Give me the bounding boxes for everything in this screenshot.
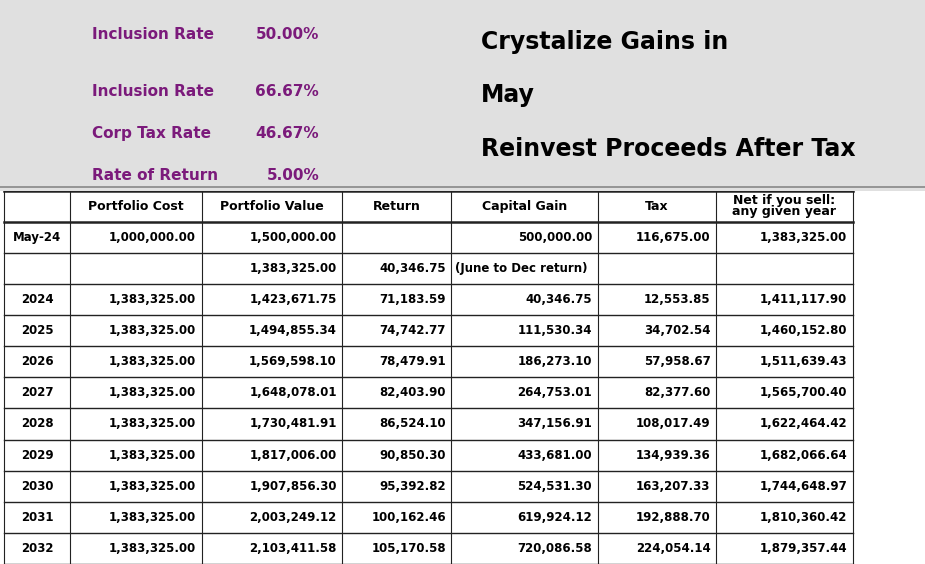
Text: Reinvest Proceeds After Tax: Reinvest Proceeds After Tax bbox=[481, 136, 856, 161]
Text: 1,383,325.00: 1,383,325.00 bbox=[760, 231, 847, 244]
Text: Return: Return bbox=[373, 200, 421, 213]
Text: any given year: any given year bbox=[733, 205, 836, 218]
Text: Crystalize Gains in: Crystalize Gains in bbox=[481, 30, 728, 54]
Text: 2028: 2028 bbox=[20, 417, 54, 430]
Text: 1,383,325.00: 1,383,325.00 bbox=[109, 417, 196, 430]
Text: 2,103,411.58: 2,103,411.58 bbox=[250, 542, 337, 555]
Text: 186,273.10: 186,273.10 bbox=[517, 355, 592, 368]
Text: 74,742.77: 74,742.77 bbox=[379, 324, 446, 337]
Text: 433,681.00: 433,681.00 bbox=[517, 448, 592, 461]
Text: 1,383,325.00: 1,383,325.00 bbox=[109, 386, 196, 399]
Text: 108,017.49: 108,017.49 bbox=[635, 417, 710, 430]
Text: 2031: 2031 bbox=[20, 511, 54, 524]
Text: 2024: 2024 bbox=[20, 293, 54, 306]
Text: 1,730,481.91: 1,730,481.91 bbox=[250, 417, 337, 430]
Text: 116,675.00: 116,675.00 bbox=[635, 231, 710, 244]
Text: 1,744,648.97: 1,744,648.97 bbox=[759, 480, 847, 493]
Text: 40,346.75: 40,346.75 bbox=[525, 293, 592, 306]
Text: 1,000,000.00: 1,000,000.00 bbox=[109, 231, 196, 244]
Text: 1,383,325.00: 1,383,325.00 bbox=[109, 448, 196, 461]
Text: 1,565,700.40: 1,565,700.40 bbox=[759, 386, 847, 399]
Text: 1,383,325.00: 1,383,325.00 bbox=[109, 355, 196, 368]
Text: 46.67%: 46.67% bbox=[255, 126, 319, 141]
Text: Corp Tax Rate: Corp Tax Rate bbox=[92, 126, 212, 141]
Text: 720,086.58: 720,086.58 bbox=[517, 542, 592, 555]
Text: 105,170.58: 105,170.58 bbox=[371, 542, 446, 555]
Text: 1,817,006.00: 1,817,006.00 bbox=[250, 448, 337, 461]
Text: Tax: Tax bbox=[645, 200, 669, 213]
Text: 71,183.59: 71,183.59 bbox=[379, 293, 446, 306]
Text: 34,702.54: 34,702.54 bbox=[644, 324, 710, 337]
Text: 86,524.10: 86,524.10 bbox=[379, 417, 446, 430]
Text: 2025: 2025 bbox=[20, 324, 54, 337]
Text: 347,156.91: 347,156.91 bbox=[517, 417, 592, 430]
Text: 2026: 2026 bbox=[20, 355, 54, 368]
Text: 2030: 2030 bbox=[20, 480, 54, 493]
Text: Inclusion Rate: Inclusion Rate bbox=[92, 27, 215, 42]
Text: 1,810,360.42: 1,810,360.42 bbox=[760, 511, 847, 524]
Text: 78,479.91: 78,479.91 bbox=[379, 355, 446, 368]
Text: (June to Dec return): (June to Dec return) bbox=[455, 262, 587, 275]
Text: May: May bbox=[481, 83, 535, 107]
Text: 1,383,325.00: 1,383,325.00 bbox=[109, 324, 196, 337]
Text: Net if you sell:: Net if you sell: bbox=[734, 194, 835, 207]
Text: 1,423,671.75: 1,423,671.75 bbox=[250, 293, 337, 306]
Text: 1,383,325.00: 1,383,325.00 bbox=[250, 262, 337, 275]
Text: 264,753.01: 264,753.01 bbox=[517, 386, 592, 399]
Text: 1,569,598.10: 1,569,598.10 bbox=[249, 355, 337, 368]
Text: 1,907,856.30: 1,907,856.30 bbox=[249, 480, 337, 493]
Text: 1,383,325.00: 1,383,325.00 bbox=[109, 293, 196, 306]
Text: Portfolio Value: Portfolio Value bbox=[220, 200, 324, 213]
Text: May-24: May-24 bbox=[13, 231, 61, 244]
Text: 134,939.36: 134,939.36 bbox=[635, 448, 710, 461]
Text: 1,494,855.34: 1,494,855.34 bbox=[249, 324, 337, 337]
Text: 100,162.46: 100,162.46 bbox=[371, 511, 446, 524]
Text: 1,383,325.00: 1,383,325.00 bbox=[109, 542, 196, 555]
Text: 5.00%: 5.00% bbox=[266, 168, 319, 183]
Text: 90,850.30: 90,850.30 bbox=[379, 448, 446, 461]
Text: Portfolio Cost: Portfolio Cost bbox=[88, 200, 184, 213]
Text: 500,000.00: 500,000.00 bbox=[518, 231, 592, 244]
Text: 40,346.75: 40,346.75 bbox=[379, 262, 446, 275]
Text: 1,383,325.00: 1,383,325.00 bbox=[109, 480, 196, 493]
Text: 12,553.85: 12,553.85 bbox=[644, 293, 710, 306]
Text: 111,530.34: 111,530.34 bbox=[517, 324, 592, 337]
Text: 619,924.12: 619,924.12 bbox=[517, 511, 592, 524]
Text: 82,377.60: 82,377.60 bbox=[644, 386, 710, 399]
Text: 1,511,639.43: 1,511,639.43 bbox=[759, 355, 847, 368]
Text: 163,207.33: 163,207.33 bbox=[636, 480, 710, 493]
Text: 1,500,000.00: 1,500,000.00 bbox=[250, 231, 337, 244]
Text: 95,392.82: 95,392.82 bbox=[379, 480, 446, 493]
Text: 82,403.90: 82,403.90 bbox=[379, 386, 446, 399]
Text: 66.67%: 66.67% bbox=[255, 84, 319, 99]
Text: 2032: 2032 bbox=[20, 542, 54, 555]
Text: Inclusion Rate: Inclusion Rate bbox=[92, 84, 215, 99]
Text: 1,383,325.00: 1,383,325.00 bbox=[109, 511, 196, 524]
Text: 1,622,464.42: 1,622,464.42 bbox=[759, 417, 847, 430]
Text: 224,054.14: 224,054.14 bbox=[635, 542, 710, 555]
Text: 1,879,357.44: 1,879,357.44 bbox=[759, 542, 847, 555]
Text: 1,411,117.90: 1,411,117.90 bbox=[760, 293, 847, 306]
Text: 2,003,249.12: 2,003,249.12 bbox=[250, 511, 337, 524]
Text: 2027: 2027 bbox=[20, 386, 54, 399]
Text: 2029: 2029 bbox=[20, 448, 54, 461]
Text: 192,888.70: 192,888.70 bbox=[635, 511, 710, 524]
Text: 50.00%: 50.00% bbox=[255, 27, 319, 42]
Text: Rate of Return: Rate of Return bbox=[92, 168, 218, 183]
Text: 524,531.30: 524,531.30 bbox=[517, 480, 592, 493]
Text: Capital Gain: Capital Gain bbox=[482, 200, 567, 213]
Text: 1,460,152.80: 1,460,152.80 bbox=[759, 324, 847, 337]
Text: 1,682,066.64: 1,682,066.64 bbox=[759, 448, 847, 461]
Text: 57,958.67: 57,958.67 bbox=[644, 355, 710, 368]
Text: 1,648,078.01: 1,648,078.01 bbox=[249, 386, 337, 399]
